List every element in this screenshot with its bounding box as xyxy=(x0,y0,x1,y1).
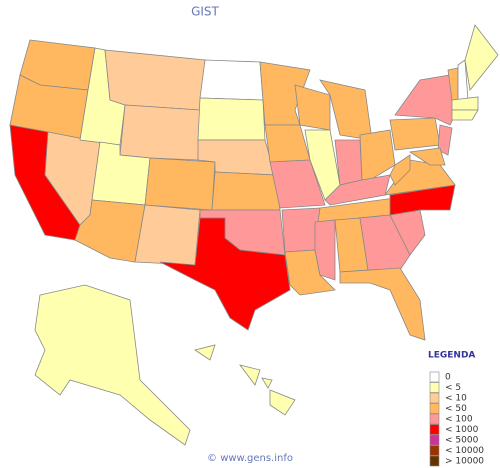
region xyxy=(197,97,266,141)
legend-label: < 5 xyxy=(445,383,461,393)
legend-title: LEGENDA xyxy=(428,351,475,361)
region xyxy=(389,154,411,186)
region xyxy=(144,157,216,211)
footer: © www.gens.info xyxy=(207,453,293,464)
region xyxy=(464,24,499,91)
region xyxy=(359,129,396,181)
region xyxy=(408,147,446,166)
region xyxy=(294,84,331,131)
legend-swatch xyxy=(429,434,440,446)
region xyxy=(239,364,261,386)
region xyxy=(437,124,453,156)
legend-swatch xyxy=(429,413,440,425)
region xyxy=(281,207,321,253)
legend-swatch xyxy=(429,382,440,393)
legend-swatch xyxy=(429,392,440,404)
legend-label: 0 xyxy=(445,373,451,383)
region xyxy=(261,377,273,389)
legend-label: < 10 xyxy=(445,394,467,404)
legend-label: > 10000 xyxy=(445,457,484,467)
legend-swatch xyxy=(429,403,440,414)
region xyxy=(319,79,373,141)
region xyxy=(359,214,411,271)
region xyxy=(269,389,296,416)
region xyxy=(194,344,216,361)
region xyxy=(394,74,456,126)
region xyxy=(334,139,363,186)
region xyxy=(264,124,311,163)
region xyxy=(451,109,479,121)
legend: 0< 5< 10< 50< 100< 1000< 5000< 10000> 10… xyxy=(429,371,484,467)
region xyxy=(134,204,201,266)
legend-swatch xyxy=(429,371,440,383)
legend-swatch xyxy=(429,424,440,435)
legend-swatch xyxy=(429,445,440,456)
legend-swatch xyxy=(429,455,440,467)
region xyxy=(389,117,441,151)
map-title: GIST xyxy=(191,5,219,19)
region xyxy=(159,217,291,331)
regions xyxy=(9,24,499,446)
legend-label: < 10000 xyxy=(445,446,484,456)
region xyxy=(339,267,426,341)
region xyxy=(104,49,206,111)
legend-label: < 5000 xyxy=(445,436,479,446)
legend-label: < 50 xyxy=(445,404,467,414)
region xyxy=(211,171,281,211)
legend-label: < 100 xyxy=(445,415,473,425)
legend-label: < 1000 xyxy=(445,425,479,435)
region xyxy=(119,104,201,161)
region xyxy=(314,219,336,281)
region xyxy=(34,284,191,446)
region xyxy=(269,159,326,209)
region xyxy=(199,59,264,101)
